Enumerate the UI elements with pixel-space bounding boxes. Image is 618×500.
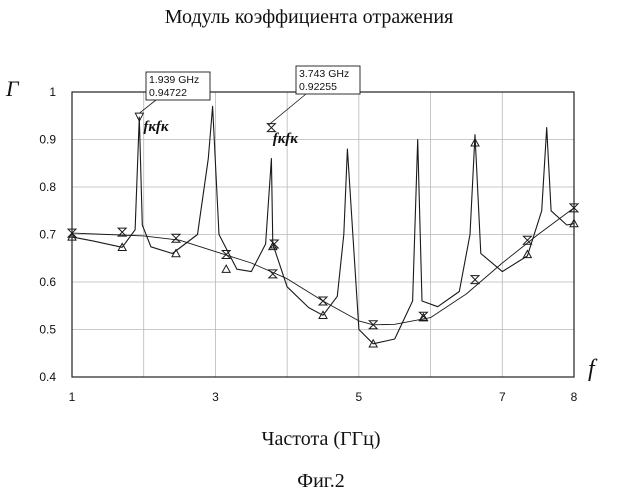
x-tick-label: 5 <box>356 390 363 404</box>
annotation-value: 0.94722 <box>149 87 187 99</box>
annotation-value: 0.92255 <box>299 81 337 93</box>
annotation-frequency: 3.743 GHz <box>299 68 349 80</box>
y-tick-label: 0.8 <box>39 180 56 194</box>
y-tick-label: 0.6 <box>39 275 56 289</box>
y-tick-label: 0.4 <box>39 370 56 384</box>
annotation-handwritten: fкfк <box>143 119 169 135</box>
y-tick-label: 0.9 <box>39 133 56 147</box>
y-tick-label: 0.7 <box>39 228 56 242</box>
x-tick-label: 3 <box>212 390 219 404</box>
annotation-handwritten: fкfк <box>273 131 299 147</box>
x-tick-label: 1 <box>69 390 76 404</box>
x-tick-label: 7 <box>499 390 506 404</box>
x-tick-label: 8 <box>571 390 578 404</box>
y-tick-label: 0.5 <box>39 323 56 337</box>
y-tick-label: 1 <box>49 85 56 99</box>
annotation-frequency: 1.939 GHz <box>149 74 199 86</box>
